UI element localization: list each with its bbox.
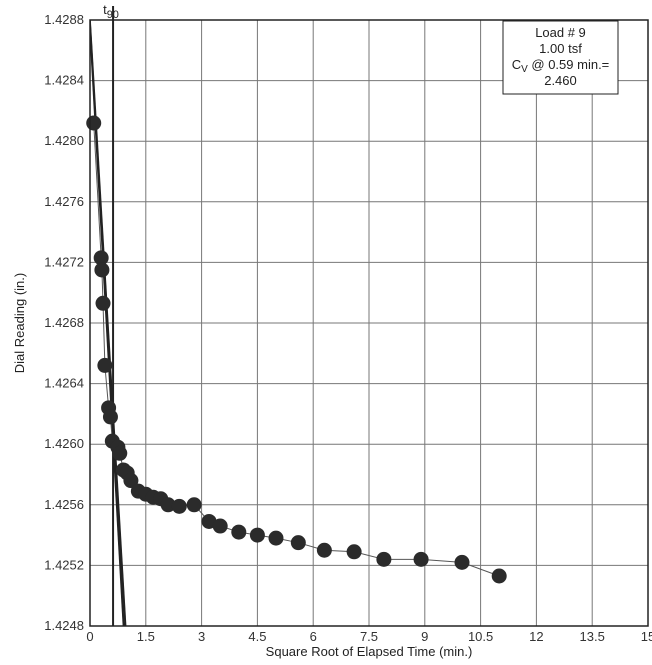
series-line <box>93 122 500 577</box>
y-tick-label: 1.4272 <box>44 254 84 269</box>
x-tick-label: 9 <box>421 629 428 644</box>
legend-cv-suffix: @ 0.59 min.= <box>528 57 610 72</box>
data-point-1 <box>93 250 109 266</box>
data-point-17 <box>160 497 176 513</box>
y-tick-label: 1.4280 <box>44 133 84 148</box>
legend-pressure: 1.00 tsf <box>539 41 582 56</box>
data-point-29 <box>413 551 429 567</box>
data-point-9 <box>112 445 128 461</box>
x-tick-label: 1.5 <box>137 629 155 644</box>
y-tick-label: 1.4260 <box>44 436 84 451</box>
t90-subscript: 90 <box>107 9 119 21</box>
data-point-18 <box>171 498 187 514</box>
y-axis-label: Dial Reading (in.) <box>12 273 27 373</box>
y-tick-label: 1.4248 <box>44 618 84 633</box>
y-tick-label: 1.4284 <box>44 73 84 88</box>
data-point-30 <box>454 554 470 570</box>
data-point-23 <box>249 527 265 543</box>
plot-frame <box>89 19 649 627</box>
x-tick-label: 0 <box>86 629 93 644</box>
data-point-27 <box>346 544 362 560</box>
t90-annotation: t90 <box>103 2 119 21</box>
x-tick-label: 12 <box>529 629 543 644</box>
data-point-26 <box>316 542 332 558</box>
legend-frame <box>502 20 619 95</box>
x-tick-label: 7.5 <box>360 629 378 644</box>
x-tick-label: 15 <box>641 629 652 644</box>
data-point-2 <box>94 262 110 278</box>
t90-label: t <box>103 2 107 17</box>
x-tick-label: 3 <box>198 629 205 644</box>
legend-cv: CV @ 0.59 min.= <box>512 57 610 75</box>
fit-lines <box>90 6 127 626</box>
legend-cv-prefix: C <box>512 57 521 72</box>
y-tick-label: 1.4256 <box>44 497 84 512</box>
y-axis-ticks: 1.4248 1.4252 1.4256 1.4260 1.4264 1.4268 1.42… <box>44 12 84 633</box>
legend-box: Load # 9 1.00 tsf CV @ 0.59 min.= 2.460 <box>502 20 619 95</box>
x-tick-label: 4.5 <box>248 629 266 644</box>
data-point-19 <box>186 497 202 513</box>
data-point-21 <box>212 518 228 534</box>
svg-text:t90: t90 <box>103 2 119 21</box>
data-point-28 <box>376 551 392 567</box>
legend-cv-sub: V <box>521 64 528 75</box>
x-tick-label: 10.5 <box>468 629 493 644</box>
x-axis-label: Square Root of Elapsed Time (min.) <box>266 644 473 659</box>
x-axis-ticks: 0 1.5 3 4.5 6 7.5 9 10.5 12 13.5 15 <box>86 629 652 644</box>
y-tick-label: 1.4276 <box>44 194 84 209</box>
data-point-6 <box>102 409 118 425</box>
data-point-4 <box>97 357 113 373</box>
data-series <box>86 115 507 584</box>
x-tick-label: 13.5 <box>580 629 605 644</box>
data-point-24 <box>268 530 284 546</box>
legend-load: Load # 9 <box>535 25 586 40</box>
chart-grid <box>89 19 649 627</box>
y-tick-label: 1.4268 <box>44 315 84 330</box>
data-point-22 <box>231 524 247 540</box>
x-tick-label: 6 <box>310 629 317 644</box>
data-point-25 <box>290 535 306 551</box>
y-tick-label: 1.4288 <box>44 12 84 27</box>
fit-line-1 <box>90 20 125 626</box>
legend-cv-value: 2.460 <box>544 73 577 88</box>
y-tick-label: 1.4264 <box>44 376 84 391</box>
data-point-0 <box>86 115 102 131</box>
y-tick-label: 1.4252 <box>44 557 84 572</box>
data-point-3 <box>95 295 111 311</box>
data-point-31 <box>491 568 507 584</box>
data-point-12 <box>123 473 139 489</box>
